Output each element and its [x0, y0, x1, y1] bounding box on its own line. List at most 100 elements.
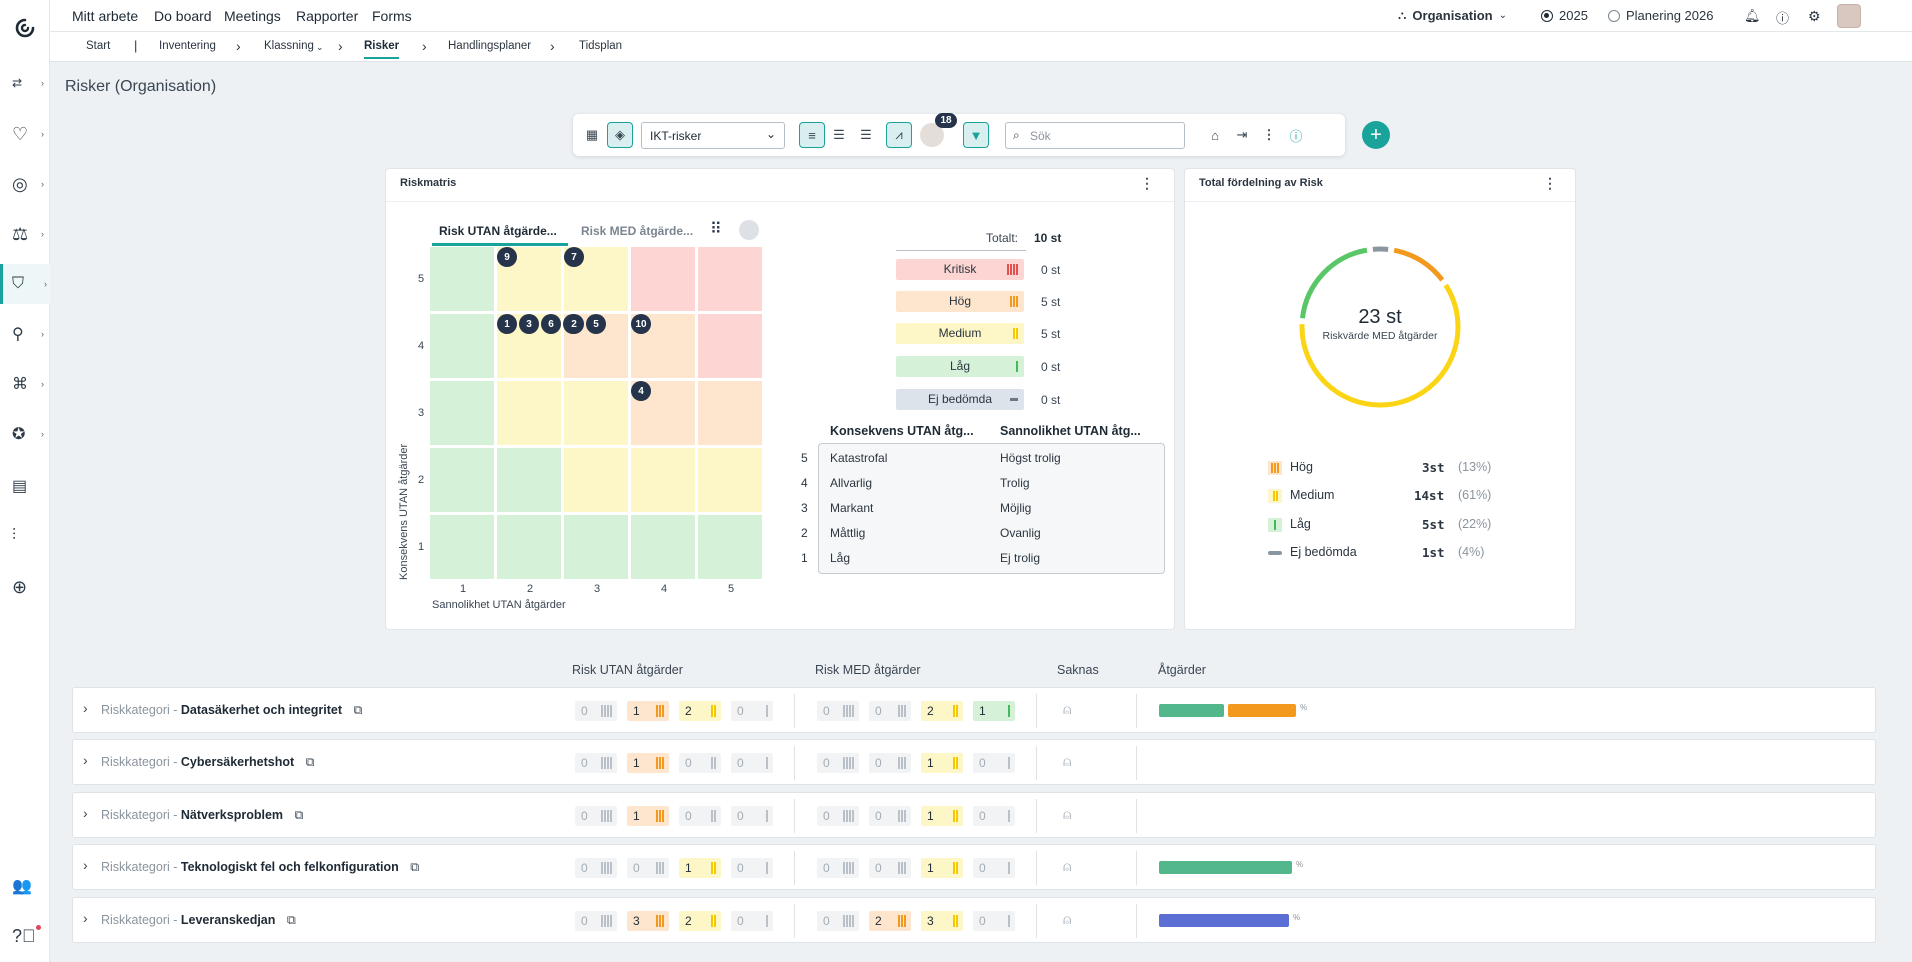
action-progress-bar[interactable]: [1159, 861, 1292, 874]
risk-point[interactable]: 1: [497, 314, 517, 334]
risk-chip[interactable]: 0: [973, 911, 1015, 931]
row-category[interactable]: Riskkategori - Nätverksproblem ⧉: [101, 808, 303, 823]
risk-chip[interactable]: 0: [817, 806, 859, 826]
risk-chip[interactable]: 0: [869, 858, 911, 878]
rail-compliance[interactable]: ⚖ ›: [0, 214, 50, 254]
table-row[interactable]: › Riskkategori - Datasäkerhet och integri…: [72, 687, 1876, 733]
risk-point[interactable]: 7: [564, 247, 584, 267]
density-wide-button[interactable]: ☰: [853, 122, 879, 148]
risk-chip[interactable]: 1: [921, 806, 963, 826]
table-row[interactable]: › Riskkategori - Nätverksproblem ⧉ 0 1 0 0 0 0 1…: [72, 792, 1876, 838]
table-row[interactable]: › Riskkategori - Teknologiskt fel och fel…: [72, 844, 1876, 890]
risk-chip[interactable]: 0: [575, 806, 617, 826]
user-icon[interactable]: ⍝: [1063, 911, 1072, 927]
risk-chip[interactable]: 0: [575, 911, 617, 931]
crumb-handlingsplaner[interactable]: Handlingsplaner: [448, 40, 532, 52]
grid-dots-icon[interactable]: ⠿: [710, 221, 722, 238]
risk-chip[interactable]: 0: [575, 753, 617, 773]
nav-rapporter[interactable]: Rapporter: [296, 8, 359, 24]
risk-chip[interactable]: 0: [731, 911, 773, 931]
toggle-circle[interactable]: [739, 220, 759, 240]
row-category[interactable]: Riskkategori - Cybersäkerhetshot ⧉: [101, 755, 315, 770]
rail-reports[interactable]: ⫶: [0, 516, 50, 556]
col-header-saknas[interactable]: Saknas: [1057, 663, 1099, 677]
risk-chip[interactable]: 2: [921, 701, 963, 721]
risk-chip[interactable]: 0: [973, 858, 1015, 878]
gear-icon[interactable]: ⚙: [1808, 8, 1821, 24]
chevron-right-icon[interactable]: ›: [83, 700, 88, 716]
row-category[interactable]: Riskkategori - Datasäkerhet och integrit…: [101, 703, 362, 718]
search-input[interactable]: ⌕ Sök: [1005, 122, 1185, 149]
risk-chip[interactable]: 0: [731, 701, 773, 721]
density-medium-button[interactable]: ☰: [826, 122, 852, 148]
chevron-right-icon[interactable]: ›: [83, 857, 88, 873]
risk-chip[interactable]: 2: [869, 911, 911, 931]
donut-segment[interactable]: [1299, 246, 1461, 408]
org-selector[interactable]: ⛬ Organisation ⌄: [1398, 8, 1507, 23]
crumb-start[interactable]: Start: [86, 40, 111, 52]
plan-2026-radio[interactable]: Planering 2026: [1608, 8, 1713, 23]
risk-chip[interactable]: 1: [627, 753, 669, 773]
crumb-inventering[interactable]: Inventering: [159, 40, 216, 52]
action-progress-bar[interactable]: [1159, 704, 1224, 717]
rail-users[interactable]: 👥: [0, 866, 50, 906]
nav-forms[interactable]: Forms: [372, 8, 412, 24]
risk-point[interactable]: 10: [631, 314, 651, 334]
user-icon[interactable]: ⍝: [1063, 806, 1072, 822]
rail-clipboard[interactable]: ▤: [0, 466, 50, 506]
nav-mitt-arbete[interactable]: Mitt arbete: [72, 8, 139, 24]
risk-chip[interactable]: 0: [627, 858, 669, 878]
user-icon[interactable]: ⍝: [1063, 701, 1072, 717]
risk-chip[interactable]: 3: [921, 911, 963, 931]
more-button[interactable]: ⋮: [1256, 122, 1282, 148]
rail-help[interactable]: ?⃝: [0, 916, 50, 956]
export-button[interactable]: ⇥: [1229, 122, 1255, 148]
edit-icon[interactable]: ⧉: [353, 703, 363, 717]
action-progress-bar[interactable]: [1228, 704, 1296, 717]
rail-add[interactable]: ⊕: [0, 567, 50, 607]
chevron-right-icon[interactable]: ›: [83, 752, 88, 768]
tab-risk-med[interactable]: Risk MED åtgärde...: [581, 224, 694, 238]
risk-chip[interactable]: 0: [817, 753, 859, 773]
action-progress-bar[interactable]: [1159, 914, 1289, 927]
kebab-icon[interactable]: ⋮: [1543, 175, 1557, 191]
row-category[interactable]: Riskkategori - Teknologiskt fel och felk…: [101, 860, 419, 875]
app-logo[interactable]: [0, 8, 50, 48]
crumb-klassning[interactable]: Klassning: [264, 40, 314, 52]
risk-chip[interactable]: 1: [921, 858, 963, 878]
rail-agreements[interactable]: ⌘ ›: [0, 364, 50, 404]
donut-segment[interactable]: [1299, 246, 1461, 408]
rail-security[interactable]: ⛉ ›: [0, 264, 50, 304]
crumb-tidsplan[interactable]: Tidsplan: [579, 40, 623, 52]
risk-point[interactable]: 5: [586, 314, 606, 334]
risk-chip[interactable]: 0: [679, 753, 721, 773]
risk-chip[interactable]: 0: [869, 701, 911, 721]
info-icon[interactable]: ⓘ: [1776, 11, 1790, 26]
risk-point[interactable]: 4: [631, 381, 651, 401]
rail-tools[interactable]: ⚲ ›: [0, 314, 50, 354]
tag-button[interactable]: ⌂: [1202, 122, 1228, 148]
risk-chip[interactable]: 0: [869, 806, 911, 826]
risk-chip[interactable]: 0: [575, 858, 617, 878]
filter-button[interactable]: ▼: [963, 122, 989, 148]
risk-chip[interactable]: 0: [973, 806, 1015, 826]
help-button[interactable]: ⓘ: [1283, 122, 1309, 148]
kebab-icon[interactable]: ⋮: [1140, 175, 1154, 191]
edit-icon[interactable]: ⧉: [286, 913, 296, 927]
chevron-right-icon[interactable]: ›: [83, 910, 88, 926]
risk-chip[interactable]: 0: [869, 753, 911, 773]
table-view-button[interactable]: ▦: [579, 122, 605, 148]
risk-chip[interactable]: 1: [973, 701, 1015, 721]
nav-do-board[interactable]: Do board: [154, 8, 212, 24]
view-select[interactable]: IKT-risker ⌄: [641, 122, 785, 149]
row-category[interactable]: Riskkategori - Leveranskedjan ⧉: [101, 913, 296, 928]
col-header-utan[interactable]: Risk UTAN åtgärder: [572, 663, 683, 677]
crumb-risker[interactable]: Risker: [364, 40, 400, 59]
table-row[interactable]: › Riskkategori - Leveranskedjan ⧉ 0 3 2 0 0 2 3 0…: [72, 897, 1876, 943]
risk-chip[interactable]: 0: [817, 911, 859, 931]
risk-chip[interactable]: 0: [817, 701, 859, 721]
risk-chip[interactable]: 0: [731, 806, 773, 826]
risk-chip[interactable]: 2: [679, 911, 721, 931]
year-2025-radio[interactable]: 2025: [1541, 8, 1588, 23]
risk-chip[interactable]: 1: [627, 806, 669, 826]
